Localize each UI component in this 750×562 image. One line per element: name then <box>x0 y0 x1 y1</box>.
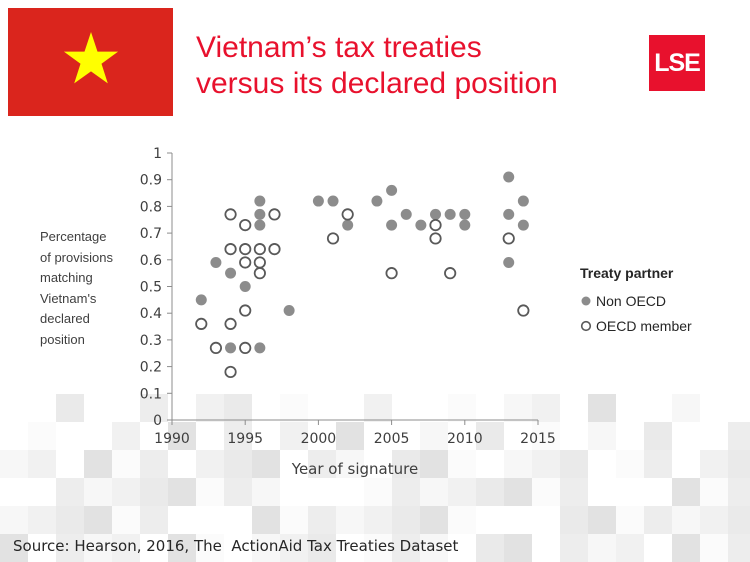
point-oecd-member <box>341 208 354 221</box>
point-non-oecd <box>459 219 471 231</box>
x-axis-label: Year of signature <box>291 460 418 478</box>
legend-label-oecd: OECD member <box>596 318 692 334</box>
point-oecd-member <box>239 341 252 355</box>
point-oecd-member <box>224 317 237 330</box>
y-axis-label-line: Percentage <box>40 229 107 244</box>
point-non-oecd <box>371 195 383 207</box>
legend-title: Treaty partner <box>580 265 674 281</box>
title-line-1: Vietnam’s tax treaties <box>196 31 482 64</box>
point-non-oecd <box>239 281 251 292</box>
filled-circle-icon <box>581 296 591 306</box>
point-oecd-member <box>239 218 252 232</box>
point-non-oecd <box>517 219 529 231</box>
y-tick-label: 1 <box>153 146 162 162</box>
flag-star-icon <box>63 32 119 84</box>
point-non-oecd <box>254 219 266 231</box>
point-non-oecd <box>503 171 515 183</box>
y-tick-label: 0.6 <box>140 253 162 269</box>
y-tick-label: 0.2 <box>140 360 162 376</box>
point-oecd-member <box>444 267 457 280</box>
point-oecd-member <box>239 304 252 317</box>
point-non-oecd <box>386 184 398 196</box>
legend: Treaty partner Non OECD OECD member <box>580 265 692 343</box>
point-oecd-member <box>224 365 237 379</box>
point-oecd-member <box>326 232 340 245</box>
x-tick-label: 2010 <box>447 431 483 447</box>
slide-title: Vietnam’s tax treaties versus its declar… <box>196 30 558 102</box>
y-axis-label-line: of provisions <box>40 249 113 265</box>
vietnam-flag <box>8 8 173 116</box>
x-tick-label: 2000 <box>301 431 337 447</box>
lse-logo: LSE <box>649 35 705 91</box>
point-oecd-member <box>209 341 223 355</box>
point-non-oecd <box>517 195 529 207</box>
point-non-oecd <box>254 195 266 207</box>
legend-item-oecd: OECD member <box>580 318 692 334</box>
y-tick-label: 0.5 <box>140 280 162 296</box>
y-axis-label: Percentage of provisions matching Vietna… <box>40 227 140 350</box>
x-tick-label: 2005 <box>374 431 410 447</box>
point-non-oecd <box>254 208 266 220</box>
y-tick-label: 0.3 <box>140 333 162 349</box>
y-axis-label-line: matching <box>40 270 93 285</box>
point-oecd-member <box>239 243 252 256</box>
y-axis-label-line: declared <box>40 311 90 326</box>
point-oecd-member <box>268 243 281 256</box>
point-non-oecd <box>195 294 207 306</box>
point-oecd-member <box>224 208 237 221</box>
point-non-oecd <box>225 342 237 354</box>
point-oecd-member <box>517 304 530 317</box>
point-non-oecd <box>415 219 427 231</box>
point-non-oecd <box>503 256 515 268</box>
source-note: Source: Hearson, 2016, The ActionAid Tax… <box>13 537 459 555</box>
title-line-2: versus its declared position <box>196 67 558 100</box>
y-tick-label: 0.7 <box>140 226 162 242</box>
point-oecd-member <box>253 267 266 280</box>
point-oecd-member <box>268 208 281 221</box>
point-non-oecd <box>430 208 442 220</box>
point-non-oecd <box>342 219 354 231</box>
point-non-oecd <box>225 267 237 279</box>
point-non-oecd <box>254 342 266 354</box>
point-oecd-member <box>429 218 442 232</box>
y-tick-label: 0 <box>153 413 162 429</box>
legend-label-non-oecd: Non OECD <box>596 293 667 309</box>
point-non-oecd <box>386 219 398 231</box>
point-oecd-member <box>253 243 266 256</box>
point-non-oecd <box>312 195 324 207</box>
y-tick-label: 0.1 <box>140 386 162 402</box>
point-non-oecd <box>503 208 515 220</box>
point-oecd-member <box>385 267 398 280</box>
point-non-oecd <box>400 208 412 220</box>
x-tick-label: 1990 <box>154 431 190 447</box>
x-tick-label: 2015 <box>520 431 556 447</box>
point-oecd-member <box>429 232 442 245</box>
open-circle-icon <box>580 320 592 332</box>
x-tick-label: 1995 <box>227 431 263 447</box>
point-oecd-member <box>502 232 515 245</box>
point-oecd-member <box>253 256 266 269</box>
point-oecd-member <box>224 243 237 256</box>
point-non-oecd <box>327 195 339 207</box>
y-axis-label-line: position <box>40 331 85 347</box>
y-tick-label: 0.9 <box>140 173 162 189</box>
point-non-oecd <box>459 208 471 220</box>
y-axis-label-line: Vietnam's <box>40 290 97 306</box>
point-oecd-member <box>195 317 208 330</box>
y-tick-label: 0.4 <box>140 306 162 322</box>
y-tick-label: 0.8 <box>140 199 162 215</box>
legend-item-non-oecd: Non OECD <box>580 293 692 309</box>
point-non-oecd <box>210 256 222 268</box>
point-oecd-member <box>239 256 252 269</box>
point-non-oecd <box>283 305 295 317</box>
point-non-oecd <box>444 208 456 220</box>
